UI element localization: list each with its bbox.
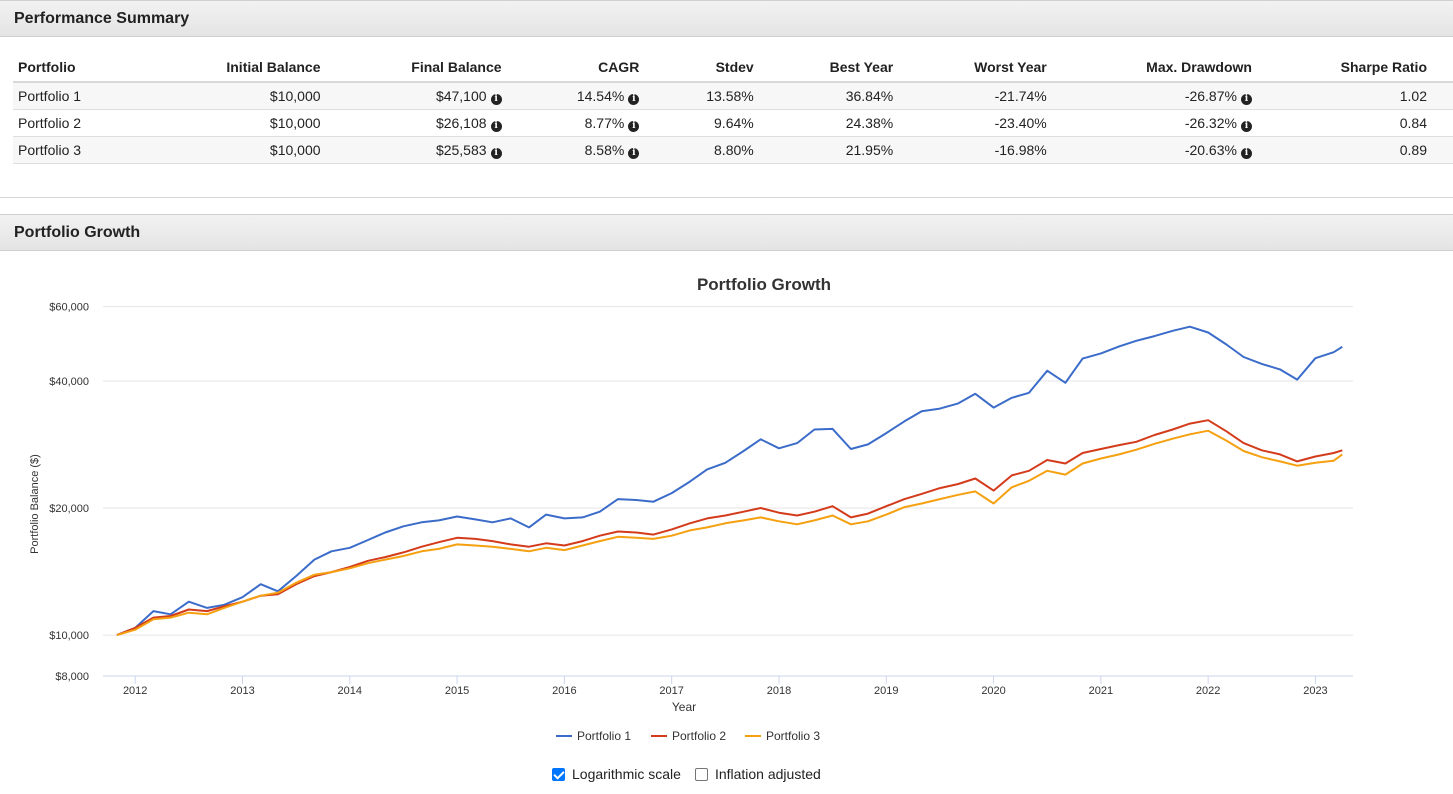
cagr-value: 14.54% bbox=[576, 87, 625, 104]
cell-final-balance: $47,100 i bbox=[346, 82, 528, 110]
series-line-portfolio-2 bbox=[116, 419, 1343, 637]
cell-final-balance: $25,583 i bbox=[346, 136, 528, 164]
drawdown-value: -20.63% bbox=[1184, 141, 1237, 158]
cell-sharpe-ratio: 1.02 bbox=[1277, 82, 1453, 110]
col-cagr: CAGR bbox=[527, 53, 666, 83]
inflation-adjusted-checkbox[interactable] bbox=[694, 767, 708, 781]
performance-summary-title: Performance Summary bbox=[14, 9, 190, 27]
legend-label-portfolio-3: Portfolio 3 bbox=[766, 729, 820, 743]
cell-stdev: 9.64% bbox=[665, 109, 780, 137]
table-row: Portfolio 2 $10,000 $26,108 i 8.77% i 9.64… bbox=[13, 109, 1453, 137]
series-line-portfolio-3 bbox=[116, 429, 1343, 637]
col-worst-year: Worst Year bbox=[919, 53, 1073, 83]
col-stdev: Stdev bbox=[665, 53, 780, 83]
cell-max-drawdown: -26.87% i bbox=[1072, 82, 1278, 110]
final-balance-value: $47,100 bbox=[435, 87, 487, 104]
x-tick-label: 2018 bbox=[767, 685, 791, 697]
y-tick-label: $40,000 bbox=[49, 376, 89, 388]
y-tick-label: $8,000 bbox=[55, 671, 89, 683]
legend-label-portfolio-1: Portfolio 1 bbox=[577, 729, 631, 743]
y-tick-label: $20,000 bbox=[49, 503, 89, 515]
table-header-row: Portfolio Initial Balance Final Balance … bbox=[13, 53, 1453, 83]
x-tick-label: 2015 bbox=[445, 685, 469, 697]
info-icon[interactable]: i bbox=[1240, 120, 1252, 132]
series-line-portfolio-1 bbox=[116, 325, 1343, 637]
cell-max-drawdown: -20.63% i bbox=[1072, 136, 1278, 164]
col-sharpe-ratio: Sharpe Ratio bbox=[1277, 53, 1453, 83]
y-tick-label: $10,000 bbox=[49, 630, 89, 642]
cell-initial-balance: $10,000 bbox=[159, 109, 347, 137]
drawdown-value: -26.87% bbox=[1184, 87, 1237, 104]
chart-title: Portfolio Growth bbox=[697, 275, 831, 294]
cell-cagr: 14.54% i bbox=[527, 82, 666, 110]
col-best-year: Best Year bbox=[779, 53, 920, 83]
cagr-value: 8.58% bbox=[584, 141, 625, 158]
info-icon[interactable]: i bbox=[628, 147, 640, 159]
cell-best-year: 21.95% bbox=[779, 136, 920, 164]
cell-stdev: 8.80% bbox=[665, 136, 780, 164]
x-tick-label: 2020 bbox=[981, 685, 1005, 697]
info-icon[interactable]: i bbox=[490, 147, 502, 159]
cell-cagr: 8.77% i bbox=[527, 109, 666, 137]
info-icon[interactable]: i bbox=[628, 120, 640, 132]
info-icon[interactable]: i bbox=[1240, 147, 1252, 159]
cell-initial-balance: $10,000 bbox=[159, 82, 347, 110]
cell-worst-year: -23.40% bbox=[919, 109, 1073, 137]
chart-controls: Logarithmic scale Inflation adjusted bbox=[552, 766, 835, 782]
inflation-toggle[interactable]: Inflation adjusted bbox=[694, 766, 821, 782]
cell-sharpe-ratio: 0.89 bbox=[1277, 136, 1453, 164]
x-tick-label: 2014 bbox=[338, 685, 362, 697]
performance-summary-header: Performance Summary bbox=[0, 0, 1453, 37]
cell-worst-year: -21.74% bbox=[919, 82, 1073, 110]
cell-portfolio: Portfolio 2 bbox=[13, 109, 160, 137]
info-icon[interactable]: i bbox=[490, 120, 502, 132]
x-axis-title: Year bbox=[672, 700, 696, 714]
x-tick-label: 2017 bbox=[659, 685, 683, 697]
portfolio-growth-chart: Portfolio Growth $8,000 $10,000 $20,000 $40,… bbox=[29, 275, 1353, 743]
y-tick-label: $60,000 bbox=[49, 302, 89, 314]
cell-portfolio: Portfolio 3 bbox=[13, 136, 160, 164]
cagr-value: 8.77% bbox=[584, 114, 625, 131]
table-row: Portfolio 1 $10,000 $47,100 i 14.54% i 13.… bbox=[13, 82, 1453, 110]
performance-summary-table: Portfolio Initial Balance Final Balance … bbox=[13, 53, 1453, 164]
cell-portfolio: Portfolio 1 bbox=[13, 82, 160, 110]
inflation-adjusted-label: Inflation adjusted bbox=[714, 766, 821, 782]
cell-stdev: 13.58% bbox=[665, 82, 780, 110]
cell-best-year: 36.84% bbox=[779, 82, 920, 110]
portfolio-growth-header: Portfolio Growth bbox=[0, 214, 1453, 251]
info-icon[interactable]: i bbox=[490, 93, 502, 105]
cell-max-drawdown: -26.32% i bbox=[1072, 109, 1278, 137]
portfolio-growth-title: Portfolio Growth bbox=[14, 223, 141, 241]
drawdown-value: -26.32% bbox=[1184, 114, 1237, 131]
cell-sharpe-ratio: 0.84 bbox=[1277, 109, 1453, 137]
x-tick-label: 2021 bbox=[1089, 685, 1113, 697]
final-balance-value: $25,583 bbox=[435, 141, 487, 158]
x-tick-label: 2019 bbox=[874, 685, 898, 697]
cell-worst-year: -16.98% bbox=[919, 136, 1073, 164]
log-scale-toggle[interactable]: Logarithmic scale bbox=[552, 766, 681, 782]
log-scale-label: Logarithmic scale bbox=[572, 766, 681, 782]
info-icon[interactable]: i bbox=[628, 93, 640, 105]
summary-panel-bottom-border bbox=[0, 197, 1453, 198]
info-icon[interactable]: i bbox=[1240, 93, 1252, 105]
table-row: Portfolio 3 $10,000 $25,583 i 8.58% i 8.80… bbox=[13, 136, 1453, 164]
x-tick-label: 2022 bbox=[1196, 685, 1220, 697]
x-tick-label: 2013 bbox=[230, 685, 254, 697]
log-scale-checkbox[interactable] bbox=[552, 767, 565, 781]
col-max-drawdown: Max. Drawdown bbox=[1072, 53, 1278, 83]
col-portfolio: Portfolio bbox=[13, 53, 160, 83]
y-axis-title: Portfolio Balance ($) bbox=[29, 454, 41, 554]
x-tick-label: 2016 bbox=[552, 685, 576, 697]
x-tick-label: 2023 bbox=[1303, 685, 1327, 697]
col-initial-balance: Initial Balance bbox=[159, 53, 347, 83]
legend-label-portfolio-2: Portfolio 2 bbox=[672, 729, 726, 743]
cell-cagr: 8.58% i bbox=[527, 136, 666, 164]
cell-initial-balance: $10,000 bbox=[159, 136, 347, 164]
cell-final-balance: $26,108 i bbox=[346, 109, 528, 137]
final-balance-value: $26,108 bbox=[435, 114, 487, 131]
x-tick-label: 2012 bbox=[123, 685, 147, 697]
col-final-balance: Final Balance bbox=[346, 53, 528, 83]
cell-best-year: 24.38% bbox=[779, 109, 920, 137]
